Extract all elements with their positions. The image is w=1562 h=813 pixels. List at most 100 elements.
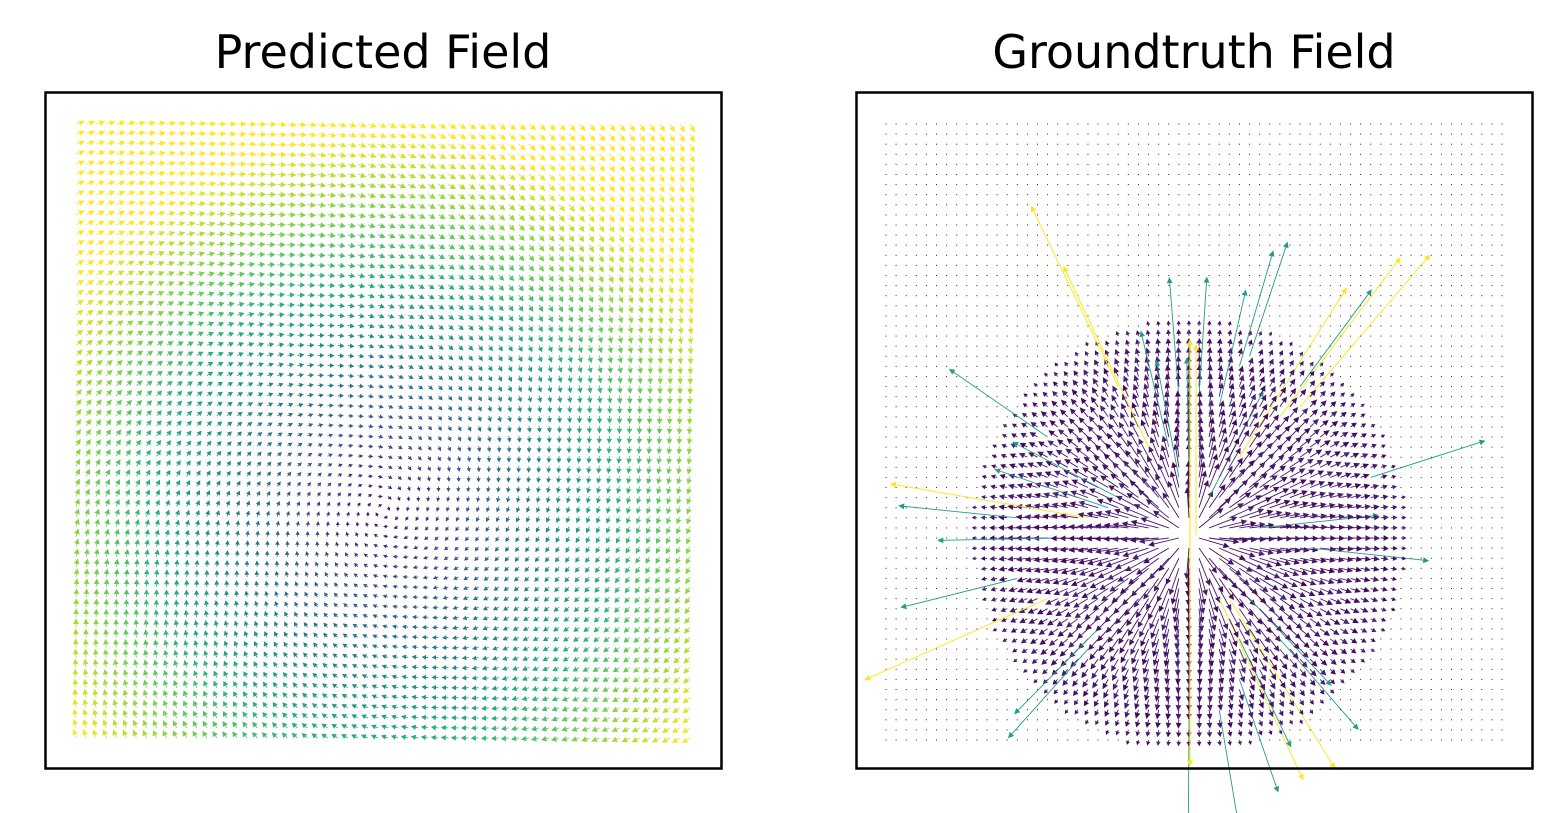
quiver-arrow bbox=[281, 722, 288, 729]
quiver-dot bbox=[946, 658, 948, 660]
quiver-dot bbox=[905, 365, 907, 367]
quiver-arrow bbox=[357, 192, 367, 199]
quiver-arrow bbox=[307, 312, 315, 318]
quiver-arrow bbox=[105, 379, 113, 386]
quiver-arrow bbox=[236, 311, 245, 318]
quiver-dot bbox=[1057, 204, 1059, 206]
quiver-arrow bbox=[357, 413, 364, 419]
quiver-arrow bbox=[196, 241, 206, 247]
quiver-arrow bbox=[332, 663, 338, 669]
quiver-arrow bbox=[173, 669, 179, 678]
quiver-arrow bbox=[652, 677, 661, 684]
quiver-arrow bbox=[234, 580, 240, 588]
quiver-arrow bbox=[619, 164, 626, 173]
quiver-arrow bbox=[558, 294, 564, 303]
quiver-arrow bbox=[327, 122, 337, 128]
quiver-arrow bbox=[75, 289, 84, 296]
quiver-arrow bbox=[652, 697, 661, 703]
quiver-arrow bbox=[673, 657, 681, 664]
quiver-arrow bbox=[302, 702, 308, 709]
quiver-arrow bbox=[669, 174, 675, 183]
quiver-arrow bbox=[105, 330, 114, 336]
quiver-arrow bbox=[639, 194, 645, 203]
quiver-arrow bbox=[611, 706, 620, 713]
quiver-arrow bbox=[182, 730, 188, 739]
quiver-arrow bbox=[1061, 389, 1069, 397]
quiver-arrow bbox=[156, 190, 166, 197]
quiver-arrow bbox=[224, 560, 230, 567]
quiver-arrow bbox=[267, 362, 275, 368]
quiver-dot bbox=[976, 184, 978, 186]
quiver-arrow bbox=[465, 506, 471, 512]
quiver-arrow bbox=[317, 121, 327, 128]
quiver-arrow bbox=[618, 274, 624, 284]
quiver-arrow bbox=[367, 142, 377, 148]
quiver-arrow bbox=[85, 250, 95, 256]
quiver-arrow bbox=[466, 476, 471, 483]
quiver-arrow bbox=[175, 499, 181, 507]
quiver-arrow bbox=[223, 660, 229, 668]
quiver-arrow bbox=[327, 443, 334, 448]
quiver-arrow bbox=[233, 630, 239, 638]
quiver-dot bbox=[956, 416, 958, 418]
quiver-arrow bbox=[287, 171, 297, 178]
quiver-arrow bbox=[307, 423, 314, 428]
quiver-arrow bbox=[547, 405, 553, 413]
quiver-arrow bbox=[416, 496, 421, 502]
quiver-arrow bbox=[627, 365, 633, 374]
quiver-dot bbox=[1006, 375, 1008, 377]
quiver-arrow bbox=[677, 395, 683, 405]
quiver-dot bbox=[885, 406, 887, 408]
quiver-dot bbox=[935, 335, 937, 337]
quiver-dot bbox=[966, 163, 968, 165]
quiver-arrow bbox=[105, 340, 114, 346]
quiver-arrow bbox=[458, 183, 466, 190]
quiver-arrow bbox=[507, 365, 513, 372]
quiver-arrow bbox=[678, 274, 684, 285]
quiver-arrow bbox=[226, 251, 236, 258]
quiver-arrow bbox=[102, 668, 109, 678]
quiver-arrow bbox=[102, 658, 109, 668]
quiver-dot bbox=[935, 527, 937, 529]
quiver-arrow bbox=[153, 659, 159, 668]
quiver-arrow bbox=[1026, 587, 1038, 594]
quiver-arrow bbox=[478, 143, 487, 150]
quiver-arrow bbox=[558, 305, 563, 313]
quiver-arrow bbox=[663, 647, 671, 654]
quiver-arrow bbox=[123, 639, 129, 648]
quiver-dot bbox=[935, 628, 937, 630]
quiver-arrow bbox=[531, 686, 540, 692]
quiver-arrow bbox=[980, 525, 988, 531]
quiver-arrow bbox=[226, 362, 234, 367]
quiver-arrow bbox=[85, 210, 95, 216]
quiver-arrow bbox=[639, 184, 645, 193]
quiver-arrow bbox=[213, 650, 219, 658]
quiver-arrow bbox=[274, 601, 279, 608]
quiver-arrow bbox=[95, 150, 106, 156]
quiver-arrow bbox=[193, 670, 199, 678]
quiver-arrow bbox=[528, 123, 537, 131]
quiver-dot bbox=[1006, 315, 1008, 317]
quiver-arrow bbox=[357, 373, 365, 379]
quiver-dot bbox=[925, 375, 927, 377]
quiver-arrow bbox=[407, 455, 412, 461]
quiver-arrow bbox=[635, 566, 641, 574]
quiver-dot bbox=[986, 618, 988, 620]
quiver-arrow bbox=[607, 355, 613, 364]
quiver-arrow bbox=[194, 559, 200, 567]
quiver-dot bbox=[966, 719, 968, 721]
quiver-arrow bbox=[83, 578, 90, 588]
quiver-arrow bbox=[315, 521, 320, 527]
quiver-arrow bbox=[567, 355, 573, 363]
quiver-arrow bbox=[508, 123, 517, 131]
quiver-arrow bbox=[444, 536, 449, 541]
quiver-arrow bbox=[166, 291, 175, 297]
quiver-arrow bbox=[381, 694, 389, 700]
quiver-arrow bbox=[317, 322, 325, 328]
quiver-dot bbox=[976, 608, 978, 610]
quiver-arrow bbox=[686, 496, 692, 505]
quiver-arrow bbox=[634, 586, 641, 594]
quiver-arrow bbox=[637, 365, 643, 374]
quiver-arrow bbox=[562, 686, 570, 692]
quiver-arrow bbox=[236, 392, 244, 397]
